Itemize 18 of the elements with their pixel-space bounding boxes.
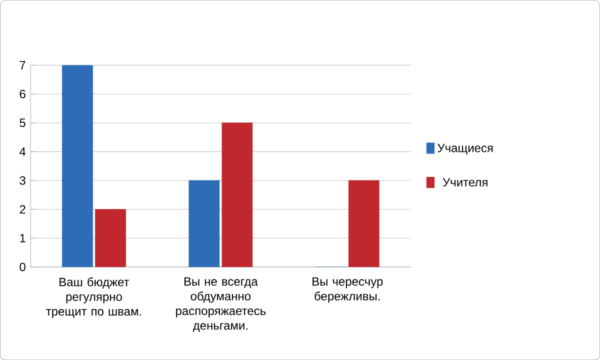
bar bbox=[62, 65, 93, 267]
legend-label: Учителя bbox=[442, 178, 488, 186]
y-tick-label: 6 bbox=[20, 90, 26, 98]
y-tick-label: 5 bbox=[20, 118, 26, 127]
legend-label: Учащиеся bbox=[438, 144, 493, 154]
x-tick-label: Вы чересчур бережливы. bbox=[312, 277, 383, 303]
x-tick-label: Вы не всегда обдуманно распоряжаетесь деньгами. bbox=[176, 277, 266, 332]
y-tick-label: 0 bbox=[20, 262, 26, 272]
y-tick-label: 1 bbox=[20, 234, 26, 242]
y-tick-label: 3 bbox=[20, 176, 26, 185]
bar bbox=[348, 180, 380, 267]
bar bbox=[188, 180, 220, 267]
bar bbox=[95, 208, 126, 267]
y-tick-label: 4 bbox=[20, 147, 26, 156]
x-tick-label: Ваш бюджет регулярно трещит по швам. bbox=[46, 277, 142, 318]
y-tick-label: 7 bbox=[20, 60, 26, 70]
bar bbox=[222, 122, 253, 267]
y-tick-label: 2 bbox=[20, 205, 26, 214]
